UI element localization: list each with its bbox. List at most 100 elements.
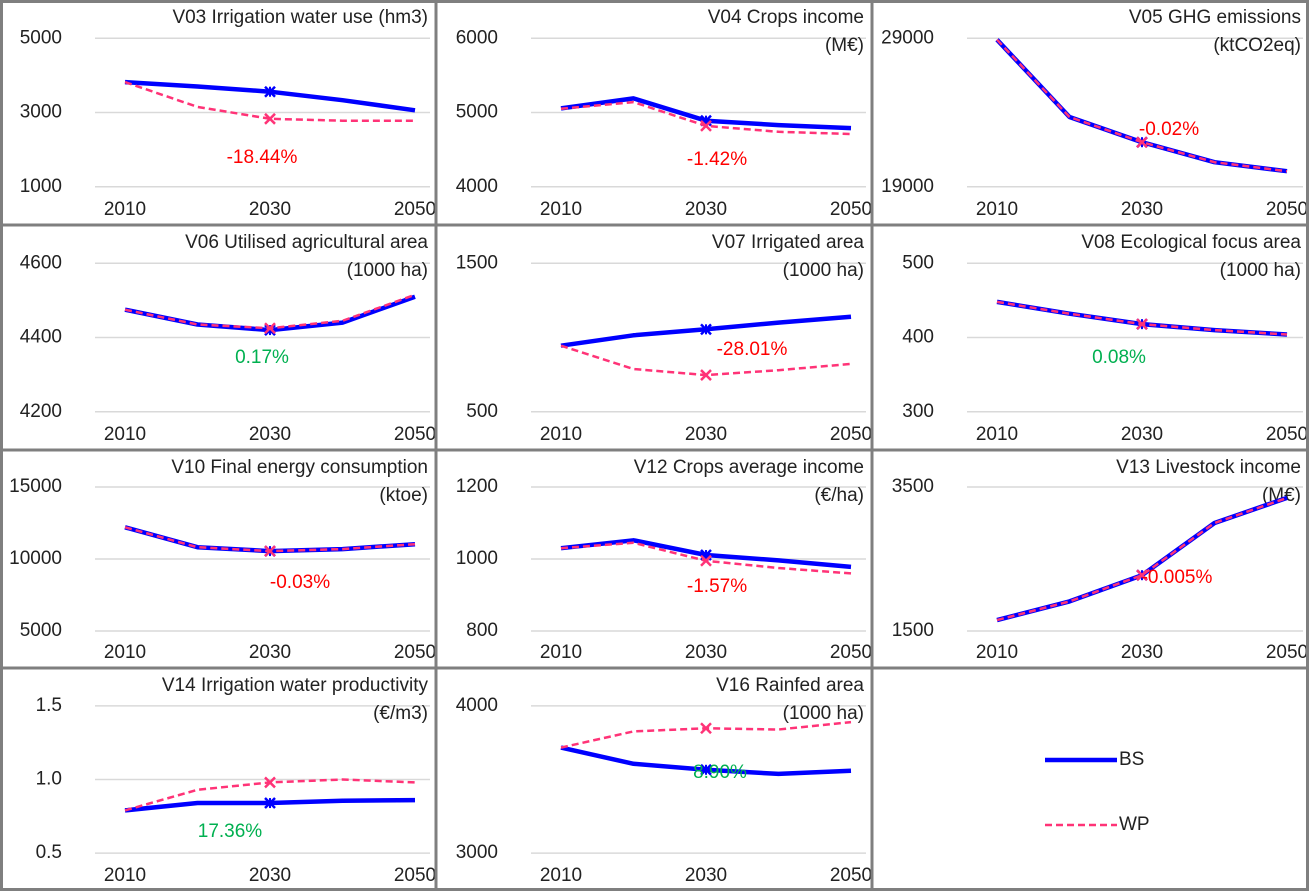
y-tick-label: 3000 — [456, 842, 498, 863]
chart-subtitle: (€/m3) — [373, 703, 428, 724]
y-tick-label: 10000 — [9, 548, 62, 569]
x-tick-label: 2030 — [685, 642, 727, 663]
x-tick-label: 2050 — [394, 865, 436, 886]
point-marker — [1136, 569, 1148, 582]
chart-subtitle: (M€) — [1262, 485, 1301, 506]
annotation: 0.08% — [1092, 347, 1146, 368]
x-tick-label: 2010 — [104, 865, 146, 886]
chart-subtitle: (ktCO2eq) — [1213, 35, 1301, 56]
x-tick-label: 2010 — [540, 865, 582, 886]
chart-title: V16 Rainfed area — [716, 675, 864, 696]
y-tick-label: 1200 — [456, 476, 498, 497]
y-tick-label: 4400 — [20, 327, 62, 348]
y-tick-label: 1000 — [456, 548, 498, 569]
y-tick-label: 4000 — [456, 695, 498, 716]
point-marker — [264, 776, 276, 789]
legend-label: WP — [1119, 814, 1150, 835]
x-tick-label: 2010 — [976, 199, 1018, 220]
y-tick-label: 500 — [466, 401, 498, 422]
x-tick-label: 2030 — [685, 865, 727, 886]
point-marker — [700, 119, 712, 132]
marker-stroke — [1136, 136, 1148, 149]
point-marker — [264, 112, 276, 125]
marker-stroke — [700, 722, 712, 735]
marker-stroke — [700, 369, 712, 381]
point-marker — [700, 722, 712, 735]
chart-title: V08 Ecological focus area — [1081, 232, 1301, 253]
x-tick-label: 2010 — [104, 199, 146, 220]
x-tick-label: 2050 — [394, 424, 436, 445]
y-tick-label: 5000 — [456, 102, 498, 123]
y-tick-label: 5000 — [20, 620, 62, 641]
marker-stroke — [1136, 318, 1148, 331]
y-tick-label: 1000 — [20, 176, 62, 197]
y-tick-label: 5000 — [20, 27, 62, 48]
annotation: 0.17% — [235, 347, 289, 368]
y-tick-label: 15000 — [9, 476, 62, 497]
x-tick-label: 2010 — [104, 424, 146, 445]
y-tick-label: 300 — [902, 401, 934, 422]
point-marker — [264, 322, 276, 335]
annotation: -0.02% — [1139, 119, 1199, 140]
x-tick-label: 2050 — [1266, 424, 1308, 445]
chart-title: V05 GHG emissions — [1129, 7, 1301, 28]
annotation: -18.44% — [227, 147, 298, 168]
chart-subtitle: (1000 ha) — [1220, 260, 1301, 281]
chart-subtitle: (1000 ha) — [783, 260, 864, 281]
chart-subtitle: (1000 ha) — [783, 703, 864, 724]
y-tick-label: 1500 — [892, 620, 934, 641]
annotation: -1.57% — [687, 576, 747, 597]
y-tick-label: 400 — [902, 327, 934, 348]
marker-stroke — [700, 554, 712, 567]
x-tick-label: 2030 — [685, 199, 727, 220]
y-tick-label: 29000 — [881, 27, 934, 48]
series-line — [124, 80, 415, 122]
x-tick-label: 2030 — [1121, 642, 1163, 663]
x-tick-label: 2030 — [249, 642, 291, 663]
x-tick-label: 2010 — [540, 642, 582, 663]
x-tick-label: 2050 — [394, 199, 436, 220]
annotation: 8.90% — [693, 762, 747, 783]
marker-stroke — [264, 112, 276, 125]
y-tick-label: 4600 — [20, 252, 62, 273]
x-tick-label: 2030 — [685, 424, 727, 445]
y-tick-label: 1.5 — [36, 695, 62, 716]
chart-subtitle: (ktoe) — [379, 485, 428, 506]
marker-stroke — [264, 545, 276, 557]
y-tick-label: 800 — [466, 620, 498, 641]
point-marker — [700, 323, 712, 336]
x-tick-label: 2010 — [976, 642, 1018, 663]
x-tick-label: 2050 — [830, 865, 872, 886]
y-tick-label: 3000 — [20, 102, 62, 123]
point-marker — [1136, 136, 1148, 149]
x-tick-label: 2050 — [830, 424, 872, 445]
x-tick-label: 2010 — [976, 424, 1018, 445]
chart-title: V06 Utilised agricultural area — [185, 232, 428, 253]
x-tick-label: 2030 — [1121, 424, 1163, 445]
y-tick-label: 6000 — [456, 27, 498, 48]
y-tick-label: 500 — [902, 252, 934, 273]
annotation: -0.03% — [270, 572, 330, 593]
x-tick-label: 2050 — [1266, 199, 1308, 220]
x-tick-label: 2010 — [104, 642, 146, 663]
annotation: -1.42% — [687, 149, 747, 170]
chart-subtitle: (M€) — [825, 35, 864, 56]
chart-title: V13 Livestock income — [1116, 457, 1301, 478]
chart-title: V14 Irrigation water productivity — [162, 675, 429, 696]
point-marker — [700, 369, 712, 381]
marker-stroke — [1136, 569, 1148, 582]
marker-stroke — [264, 322, 276, 335]
chart-title: V04 Crops income — [708, 7, 864, 28]
annotation: -28.01% — [717, 339, 788, 360]
y-tick-label: 4000 — [456, 176, 498, 197]
marker-stroke — [264, 776, 276, 789]
x-tick-label: 2030 — [1121, 199, 1163, 220]
y-tick-label: 4200 — [20, 401, 62, 422]
x-tick-label: 2030 — [249, 865, 291, 886]
point-marker — [700, 763, 712, 776]
chart-title: V10 Final energy consumption — [171, 457, 428, 478]
series-line — [996, 496, 1288, 622]
